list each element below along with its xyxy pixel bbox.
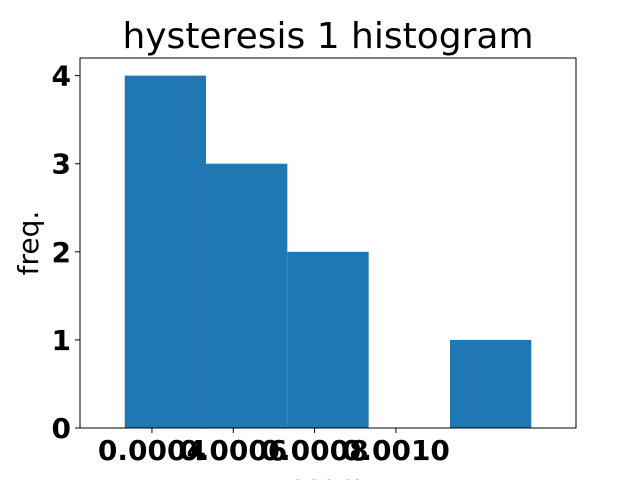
x-tick-label: 0.0010 xyxy=(342,434,450,467)
bars-group xyxy=(124,75,532,428)
y-axis-label: freq. xyxy=(12,211,45,276)
y-tick-label: 4 xyxy=(52,60,71,93)
x-tick-label: 0.0008 xyxy=(261,434,369,467)
histogram-bar-1 xyxy=(206,163,288,428)
x-axis-label: score xyxy=(290,469,365,480)
y-tick-label: 2 xyxy=(52,236,71,269)
histogram-bar-2 xyxy=(287,251,369,428)
x-tick-label: 0.0004 xyxy=(98,434,206,467)
chart-title: hysteresis 1 histogram xyxy=(122,16,533,57)
y-tick-label: 3 xyxy=(52,148,71,181)
histogram-bar-0 xyxy=(124,75,207,428)
x-tick-label: 0.0006 xyxy=(179,434,287,467)
y-tick-label: 1 xyxy=(52,324,71,357)
y-tick-label: 0 xyxy=(52,412,71,445)
histogram-bar-4 xyxy=(449,339,532,428)
axes-frame xyxy=(79,57,577,429)
y-ticks-group: 0 1 2 3 4 xyxy=(52,60,80,445)
